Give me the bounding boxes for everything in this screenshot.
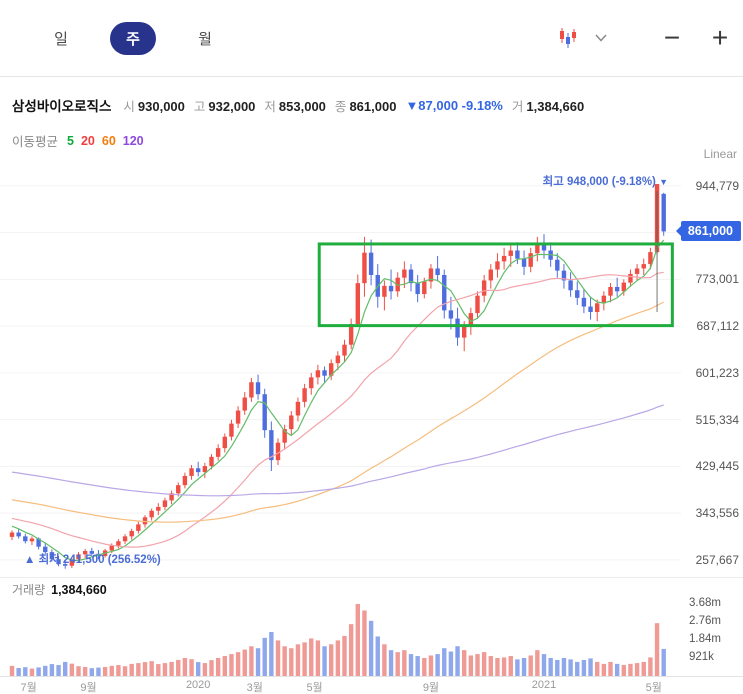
high-field: 고 932,000 [193, 98, 256, 114]
stock-name: 삼성바이오로직스 [12, 99, 112, 114]
ma-period-120: 120 [122, 133, 144, 148]
volume-header: 거래량 1,384,660 [12, 583, 107, 597]
chevron-down-icon [595, 34, 607, 42]
close-field: 종 861,000 [334, 98, 397, 114]
low-price-annotation: ▲ 최저 241,500 (256.52%) [24, 554, 161, 566]
scale-mode-label: Linear [703, 147, 737, 161]
ma-period-5: 5 [67, 133, 74, 148]
ma-legend-label: 이동평균 [12, 135, 59, 149]
down-arrow-icon: ▼ [659, 177, 668, 187]
ma-period-values: 5 20 60 120 [67, 134, 144, 148]
ma-period-60: 60 [101, 133, 116, 148]
tab-month[interactable]: 월 [182, 22, 228, 55]
chart-type-selector[interactable] [553, 23, 611, 53]
trade-volume-field: 거 1,384,660 [511, 98, 585, 114]
tab-day[interactable]: 일 [38, 22, 84, 55]
stock-info-bar: 삼성바이오로직스 시 930,000 고 932,000 저 853,000 종 861… [12, 95, 584, 115]
candlestick-icon [560, 28, 576, 48]
toolbar: 일 주 월 − + [0, 0, 743, 77]
open-field: 시 930,000 [123, 98, 185, 114]
price-change: ▼87,000 -9.18% [405, 97, 503, 113]
tab-week[interactable]: 주 [110, 21, 156, 55]
toolbar-right: − + [553, 23, 737, 53]
zoom-in-button[interactable]: + [703, 24, 737, 52]
zoom-out-button[interactable]: − [655, 24, 689, 52]
current-price-badge: 861,000 [675, 221, 741, 241]
low-field: 저 853,000 [264, 98, 326, 114]
interval-tabs: 일 주 월 [38, 21, 228, 55]
moving-average-legend: 이동평균 5 20 60 120 [12, 131, 144, 150]
ma-period-20: 20 [80, 133, 95, 148]
high-price-annotation: 최고 948,000 (-9.18%) ▼ [542, 176, 668, 188]
